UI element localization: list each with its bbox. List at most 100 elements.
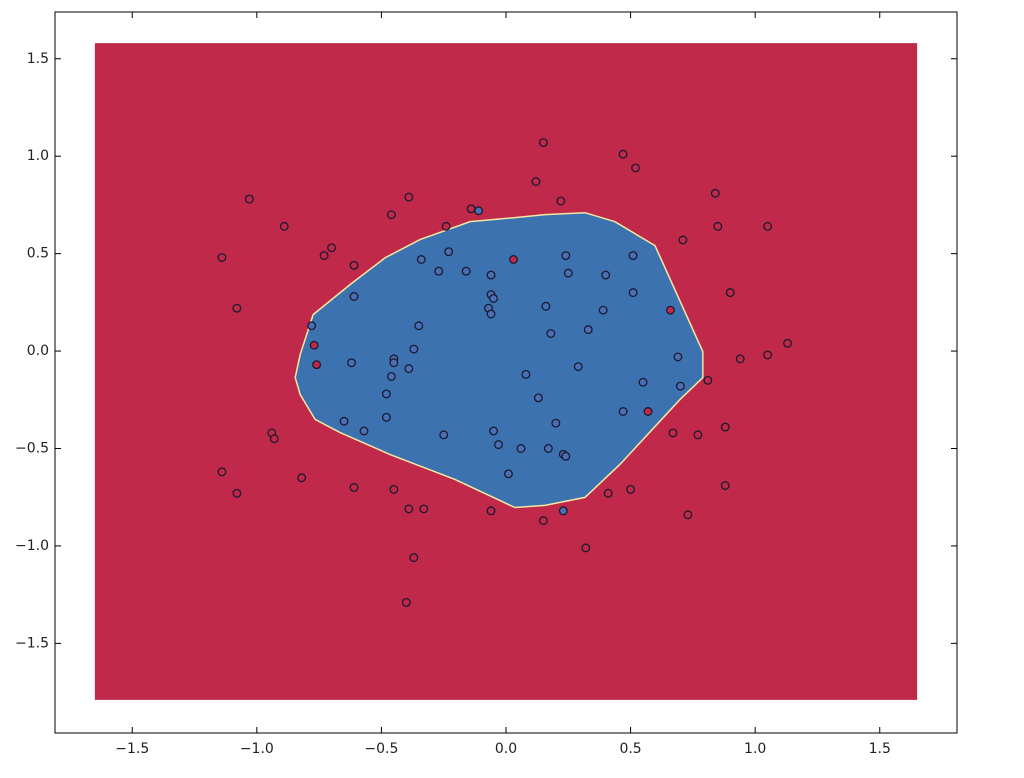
data-point — [533, 393, 543, 403]
data-point — [521, 369, 531, 379]
data-point — [404, 364, 414, 374]
data-point — [389, 358, 399, 368]
data-point — [538, 138, 548, 148]
data-point — [626, 484, 636, 494]
data-point — [558, 506, 568, 516]
data-point — [673, 352, 683, 362]
data-point — [543, 444, 553, 453]
data-point — [541, 301, 551, 311]
data-point — [538, 516, 548, 526]
data-point — [631, 163, 641, 173]
decision-region — [294, 211, 704, 509]
y-tick-label: 0.0 — [27, 343, 49, 359]
data-point — [434, 266, 444, 276]
data-point — [703, 375, 713, 385]
data-point — [486, 309, 496, 319]
data-point — [683, 510, 693, 520]
data-point — [461, 266, 471, 276]
data-point — [217, 253, 227, 262]
data-point — [583, 325, 593, 335]
data-point — [509, 255, 518, 264]
data-point — [441, 221, 451, 231]
y-tick-label: 1.0 — [27, 148, 49, 164]
data-point — [666, 305, 675, 315]
data-point — [381, 412, 391, 422]
data-point — [563, 268, 573, 278]
data-point — [409, 553, 419, 563]
data-point — [546, 329, 556, 338]
data-point — [725, 288, 735, 298]
x-tick-label: 0.5 — [619, 741, 641, 757]
data-point — [349, 483, 359, 492]
data-point — [312, 360, 322, 370]
data-point — [531, 177, 541, 186]
data-point — [628, 288, 638, 298]
data-point — [713, 221, 723, 231]
data-point — [269, 434, 279, 444]
data-point — [401, 597, 411, 607]
data-point — [309, 340, 319, 350]
data-point — [573, 362, 583, 372]
data-point — [474, 206, 484, 216]
data-point — [297, 473, 307, 483]
data-point — [693, 430, 703, 440]
data-point — [710, 188, 720, 198]
data-point — [763, 350, 773, 360]
data-point — [489, 426, 498, 436]
y-tick-label: −1.0 — [15, 538, 49, 554]
y-tick-label: −1.5 — [15, 635, 49, 651]
data-point — [416, 255, 426, 264]
data-point — [414, 321, 424, 331]
data-point — [404, 192, 414, 202]
data-point — [551, 418, 561, 428]
data-point — [439, 430, 449, 440]
data-point — [404, 504, 414, 514]
data-point — [232, 303, 242, 313]
y-tick-label: −0.5 — [15, 440, 49, 456]
x-tick-label: 1.5 — [869, 741, 891, 757]
data-point — [678, 235, 688, 245]
data-point — [618, 149, 628, 159]
data-point — [444, 247, 454, 257]
data-point — [504, 469, 513, 479]
data-point — [419, 504, 429, 514]
data-point — [347, 358, 356, 368]
data-point — [516, 444, 526, 453]
x-tick-label: 1.0 — [744, 741, 766, 757]
data-point — [668, 428, 678, 438]
x-tick-label: −1.0 — [240, 741, 274, 757]
data-point — [618, 407, 628, 416]
data-point — [486, 270, 496, 280]
data-point — [339, 416, 349, 426]
data-point — [735, 354, 745, 364]
y-tick-label: 1.5 — [27, 51, 49, 67]
data-point — [598, 305, 608, 315]
data-point — [409, 344, 419, 354]
y-tick-label: 0.5 — [27, 246, 49, 262]
x-tick-label: −0.5 — [364, 741, 398, 757]
data-point — [720, 422, 730, 432]
data-point — [720, 481, 730, 490]
data-point — [217, 467, 227, 477]
data-point — [556, 196, 566, 206]
data-point — [486, 506, 496, 516]
data-point — [601, 270, 611, 280]
data-point — [389, 484, 399, 494]
data-point — [561, 251, 571, 261]
data-point — [359, 426, 369, 436]
data-point — [643, 407, 653, 416]
x-tick-label: −1.5 — [115, 741, 149, 757]
data-point — [349, 292, 359, 301]
data-point — [603, 488, 613, 498]
data-point — [381, 389, 391, 399]
data-point — [244, 194, 254, 204]
data-point — [279, 221, 289, 231]
data-point — [494, 440, 503, 450]
data-point — [561, 451, 571, 461]
data-point — [675, 381, 685, 391]
data-point — [628, 251, 638, 261]
data-point — [386, 210, 396, 220]
data-point — [466, 204, 476, 214]
data-point — [307, 321, 317, 331]
